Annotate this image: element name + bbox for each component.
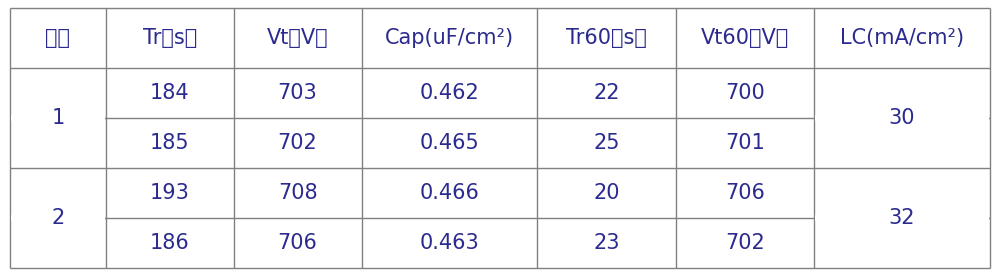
Text: 25: 25 (593, 133, 620, 153)
Text: LC(mA/cm²): LC(mA/cm²) (840, 28, 964, 48)
Text: 703: 703 (278, 83, 317, 103)
Text: 30: 30 (889, 108, 915, 128)
Text: 32: 32 (889, 208, 915, 228)
Text: Tr60（s）: Tr60（s） (566, 28, 647, 48)
Text: 702: 702 (725, 233, 765, 253)
Text: 20: 20 (593, 183, 620, 203)
Text: Vt60（V）: Vt60（V） (701, 28, 789, 48)
Text: 700: 700 (725, 83, 765, 103)
Text: 0.462: 0.462 (420, 83, 479, 103)
Text: 2: 2 (51, 208, 65, 228)
Text: 0.465: 0.465 (420, 133, 479, 153)
Text: 185: 185 (150, 133, 190, 153)
Text: Vt（V）: Vt（V） (267, 28, 328, 48)
Text: 193: 193 (150, 183, 190, 203)
Text: 0.466: 0.466 (419, 183, 479, 203)
Text: 样品: 样品 (45, 28, 70, 48)
Text: 186: 186 (150, 233, 190, 253)
Text: 702: 702 (278, 133, 317, 153)
Text: 706: 706 (278, 233, 318, 253)
Text: 706: 706 (725, 183, 765, 203)
Text: 23: 23 (593, 233, 620, 253)
Text: 184: 184 (150, 83, 190, 103)
Text: 708: 708 (278, 183, 317, 203)
Text: 701: 701 (725, 133, 765, 153)
Text: Tr（s）: Tr（s） (143, 28, 197, 48)
Text: 0.463: 0.463 (420, 233, 479, 253)
Text: 22: 22 (593, 83, 620, 103)
Text: Cap(uF/cm²): Cap(uF/cm²) (385, 28, 514, 48)
Text: 1: 1 (51, 108, 65, 128)
